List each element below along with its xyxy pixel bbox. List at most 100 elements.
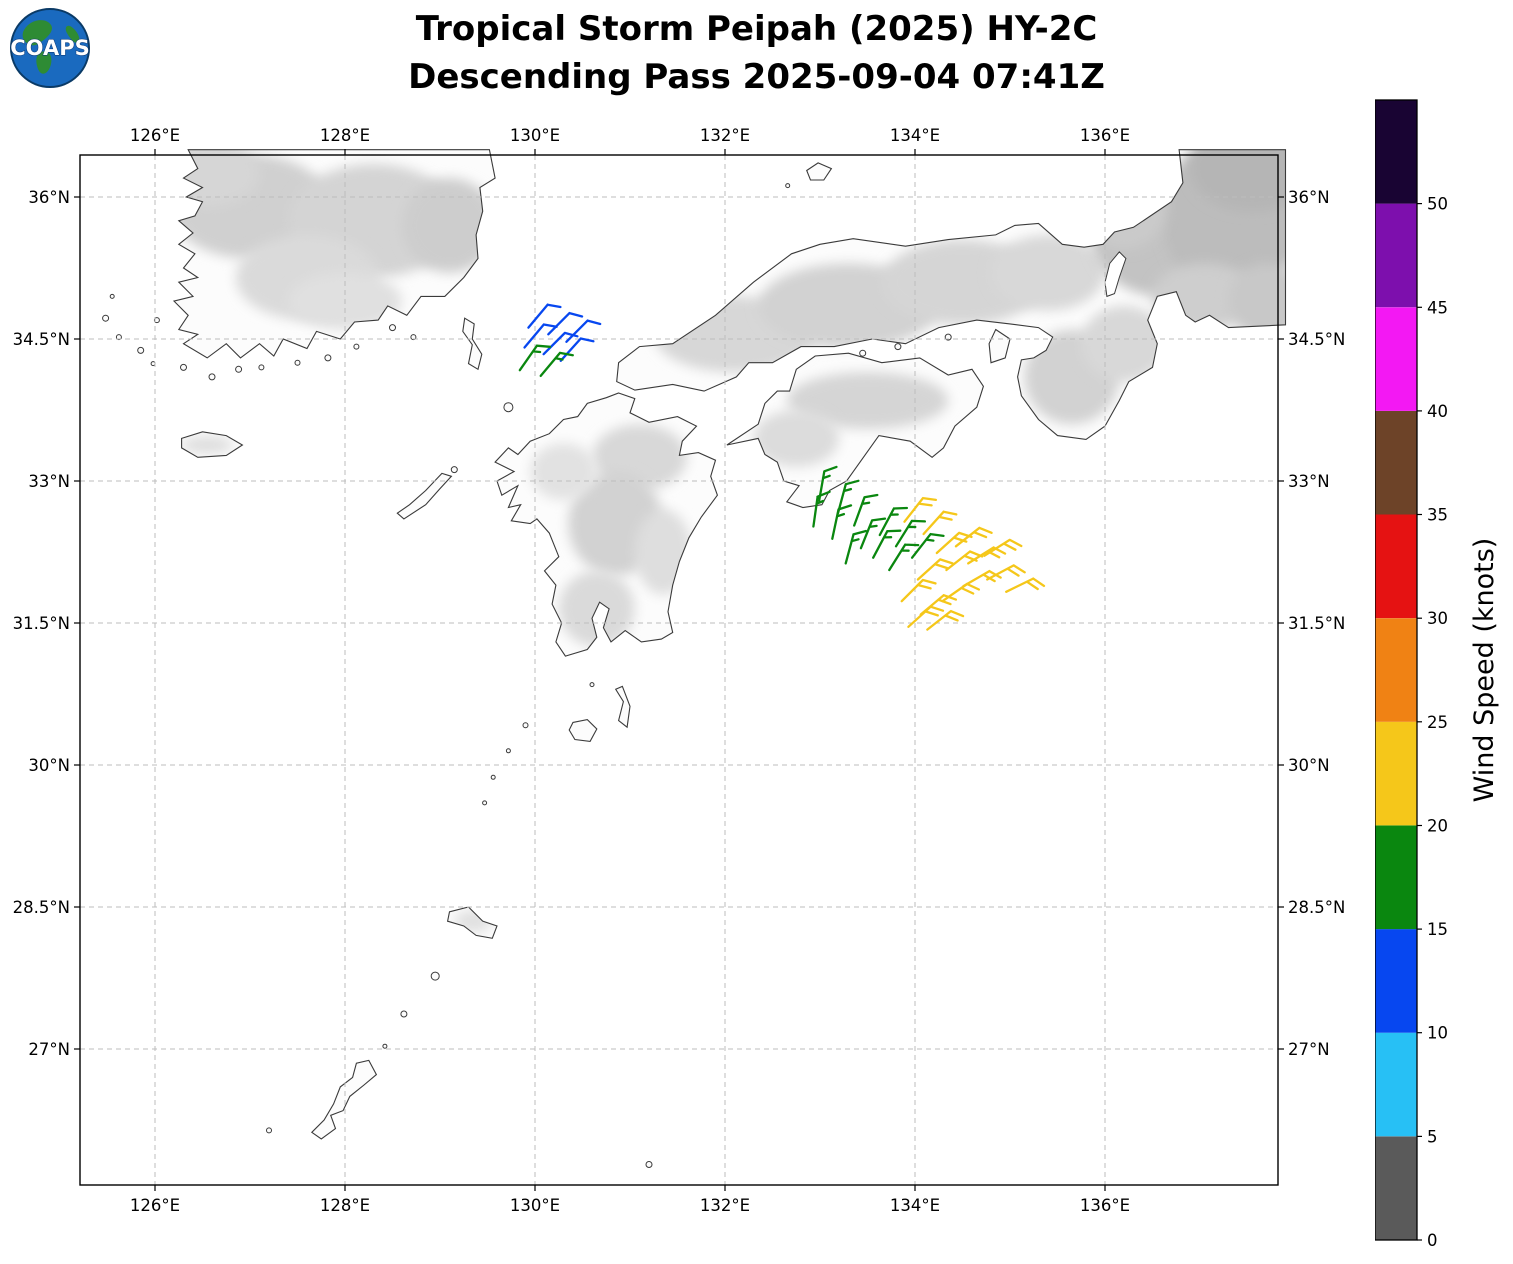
colorbar-segment: [1375, 825, 1417, 930]
colorbar: 0 5 10 15 20 25 30 35 40 45 50 Wind Speed (knots): [1375, 99, 1500, 1250]
colorbar-segment: [1375, 929, 1417, 1033]
coastline-kyushu: [494, 392, 719, 657]
lake-biwa: [1104, 251, 1127, 298]
wind-barb: [941, 582, 981, 603]
wind-barb: [922, 510, 958, 536]
colorbar-segment: [1375, 721, 1417, 826]
wind-barb: [945, 550, 984, 572]
small-island: [894, 343, 902, 351]
small-island: [505, 748, 511, 754]
coastline-awaji: [988, 328, 1011, 364]
lat-tick-label-left: 28.5°N: [13, 898, 70, 917]
small-island: [109, 293, 115, 299]
coastline-oki: [806, 162, 833, 181]
small-island: [258, 364, 265, 371]
landmass-goto: [397, 473, 452, 519]
lat-tick-label-right: 34.5°N: [1288, 330, 1345, 349]
colorbar-tick-label: 50: [1427, 195, 1448, 214]
lat-tick-label-left: 33°N: [28, 472, 70, 491]
wind-barb: [523, 323, 558, 349]
lat-tick-label-left: 27°N: [28, 1040, 70, 1059]
small-island: [645, 1161, 653, 1168]
small-island: [482, 800, 488, 806]
terrain-shading: [174, 149, 1286, 933]
figure-title: Tropical Storm Peipah (2025) HY-2C Desce…: [0, 6, 1513, 101]
logo-continent-north: [22, 20, 52, 46]
wind-barb: [559, 337, 595, 362]
colorbar-frame: [1375, 99, 1418, 1241]
lon-tick-label-bottom: 126°E: [130, 1196, 180, 1215]
coastline-amami: [446, 906, 498, 939]
wind-barb: [872, 529, 902, 559]
landmass-tsushima: [462, 318, 482, 370]
lon-tick-label-top: 132°E: [700, 126, 750, 145]
lat-tick-label-left: 36°N: [28, 188, 70, 207]
map-canvas: 126°E 126°E 128°E 128°E 130°E 130°E 132°E 132°E…: [13, 126, 1346, 1215]
wind-barb: [812, 490, 831, 528]
wind-barb: [907, 605, 945, 628]
wind-barb: [926, 609, 965, 631]
small-island: [137, 346, 145, 354]
small-island: [490, 774, 496, 780]
lat-tick-label-right: 33°N: [1288, 472, 1330, 491]
colorbar-segment: [1375, 1032, 1417, 1137]
coaps-logo: COAPS: [10, 8, 90, 88]
colorbar-tick-label: 20: [1427, 817, 1448, 836]
lon-tick-label-bottom: 134°E: [890, 1196, 940, 1215]
wind-barb: [954, 526, 993, 548]
colorbar-axis-label: Wind Speed (knots): [1469, 538, 1500, 803]
small-island: [180, 363, 187, 371]
small-island: [450, 466, 458, 474]
small-island: [389, 324, 396, 332]
colorbar-tick-label: 40: [1427, 402, 1448, 421]
wind-barb: [1005, 577, 1046, 593]
colorbar-tick-label: 5: [1427, 1127, 1438, 1146]
wind-barb: [853, 493, 879, 527]
colorbar-segment: [1375, 100, 1417, 204]
wind-barb: [859, 517, 887, 550]
lon-tick-label-top: 126°E: [130, 126, 180, 145]
coastline-tanegashima: [614, 685, 631, 729]
colorbar-tick-label: 15: [1427, 920, 1448, 939]
small-island: [503, 402, 514, 413]
title-line-1: Tropical Storm Peipah (2025) HY-2C: [415, 9, 1098, 49]
wind-barb: [565, 319, 602, 343]
small-island: [589, 682, 595, 688]
colorbar-tick-label: 10: [1427, 1024, 1448, 1043]
small-island: [102, 314, 110, 322]
wind-barb: [903, 496, 938, 523]
wind-barb: [910, 532, 945, 559]
small-island: [208, 373, 216, 381]
small-island: [430, 971, 440, 981]
logo-continent-east: [65, 25, 80, 44]
small-island: [324, 354, 332, 362]
wind-barb: [539, 351, 574, 378]
lat-tick-label-right: 27°N: [1288, 1040, 1330, 1059]
wind-barb: [542, 331, 579, 356]
lat-tick-label-right: 31.5°N: [1288, 614, 1345, 633]
wind-barb: [900, 578, 937, 603]
small-island: [382, 1043, 388, 1049]
colorbar-segment: [1375, 410, 1417, 515]
small-island: [785, 183, 791, 189]
lon-tick-label-bottom: 136°E: [1080, 1196, 1130, 1215]
small-island: [153, 317, 160, 324]
landmass-tanegashima: [615, 686, 630, 728]
lon-tick-label-top: 130°E: [510, 126, 560, 145]
landmass-oki: [806, 162, 832, 180]
colorbar-segment: [1375, 307, 1417, 411]
colorbar-segment: [1375, 1136, 1417, 1240]
coastline-korea: [172, 149, 496, 359]
wind-barb: [983, 538, 1023, 557]
wind-barb: [527, 303, 562, 329]
colorbar-segment: [1375, 618, 1417, 722]
coastline-jeju: [181, 431, 244, 458]
coastline-yakushima: [568, 719, 598, 742]
small-island: [115, 334, 122, 341]
logo-text: COAPS: [10, 36, 89, 60]
small-island: [266, 1127, 272, 1134]
wind-barb: [916, 558, 954, 581]
colorbar-segment: [1375, 203, 1417, 308]
lon-tick-label-top: 134°E: [890, 126, 940, 145]
